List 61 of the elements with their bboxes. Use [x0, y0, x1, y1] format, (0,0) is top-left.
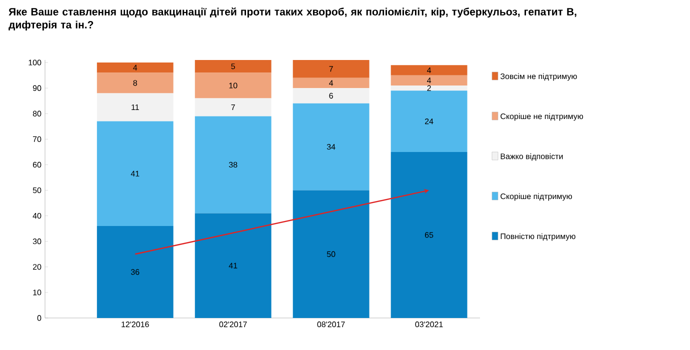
bar	[390, 75, 468, 86]
bar	[96, 226, 174, 318]
bar	[96, 62, 174, 73]
bar	[292, 60, 370, 78]
bar	[390, 86, 468, 91]
bar	[390, 152, 468, 318]
bar	[194, 72, 272, 98]
data-label: 38	[228, 162, 238, 168]
y-tick-label: 60	[32, 162, 42, 168]
x-tick-label: 03'2021	[415, 322, 443, 328]
y-tick-label: 0	[37, 315, 42, 321]
data-label: 24	[425, 118, 434, 124]
y-tick-label: 20	[32, 264, 42, 270]
bar	[292, 190, 370, 318]
bar	[96, 121, 174, 226]
data-label: 41	[228, 262, 238, 268]
y-tick-label: 30	[32, 238, 42, 244]
x-tick-label: 08'2017	[317, 322, 345, 328]
y-tick-label: 100	[28, 60, 42, 66]
bar	[292, 103, 370, 190]
bar	[390, 65, 468, 76]
bar	[194, 60, 272, 73]
data-label: 4	[133, 64, 138, 70]
legend-label: Скоріше підтримую	[500, 193, 572, 201]
data-label: 2	[427, 85, 431, 91]
y-tick-label: 80	[32, 110, 42, 116]
x-tick-label: 12'2016	[122, 322, 149, 328]
bar	[194, 98, 272, 116]
y-tick-label: 10	[33, 290, 42, 296]
data-label: 7	[329, 66, 333, 72]
data-label: 6	[329, 92, 333, 99]
y-tick-label: 50	[32, 187, 42, 194]
data-label: 5	[231, 64, 235, 70]
data-label: 65	[425, 232, 434, 238]
bar	[292, 78, 370, 88]
bar	[194, 116, 272, 214]
text: Повністю підтримую	[500, 233, 576, 241]
data-label: 36	[130, 269, 140, 275]
bar	[96, 93, 174, 122]
data-label: 4	[427, 67, 432, 73]
bar	[292, 88, 370, 104]
data-label: 10	[229, 82, 238, 88]
y-tick-label: 40	[32, 212, 42, 219]
data-label: 4	[329, 80, 334, 86]
legend-label: Важко відповісти	[500, 153, 563, 161]
chart-title: Яке Ваше ставлення щодо вакцинації дітей проти таких хвороб, як поліомієліт, кір, туберкульоз, гепатит В, дифтерія та ін.?	[8, 8, 576, 31]
y-tick-label: 70	[32, 136, 42, 142]
data-label: 4	[427, 78, 432, 84]
data-label: 34	[326, 144, 336, 150]
legend-label: Зовсім не підтримую	[500, 73, 577, 81]
bar	[390, 90, 468, 152]
data-label: 8	[133, 80, 138, 86]
data-label: 41	[130, 170, 140, 176]
bar	[96, 72, 174, 94]
data-label: 50	[326, 251, 336, 257]
y-tick-label: 90	[32, 85, 42, 91]
legend-label: Скоріше не підтримую	[500, 113, 584, 121]
data-label: 11	[132, 104, 139, 110]
x-tick-label: 02'2017	[219, 322, 247, 328]
data-label: 7	[231, 104, 235, 110]
bar	[194, 213, 272, 318]
